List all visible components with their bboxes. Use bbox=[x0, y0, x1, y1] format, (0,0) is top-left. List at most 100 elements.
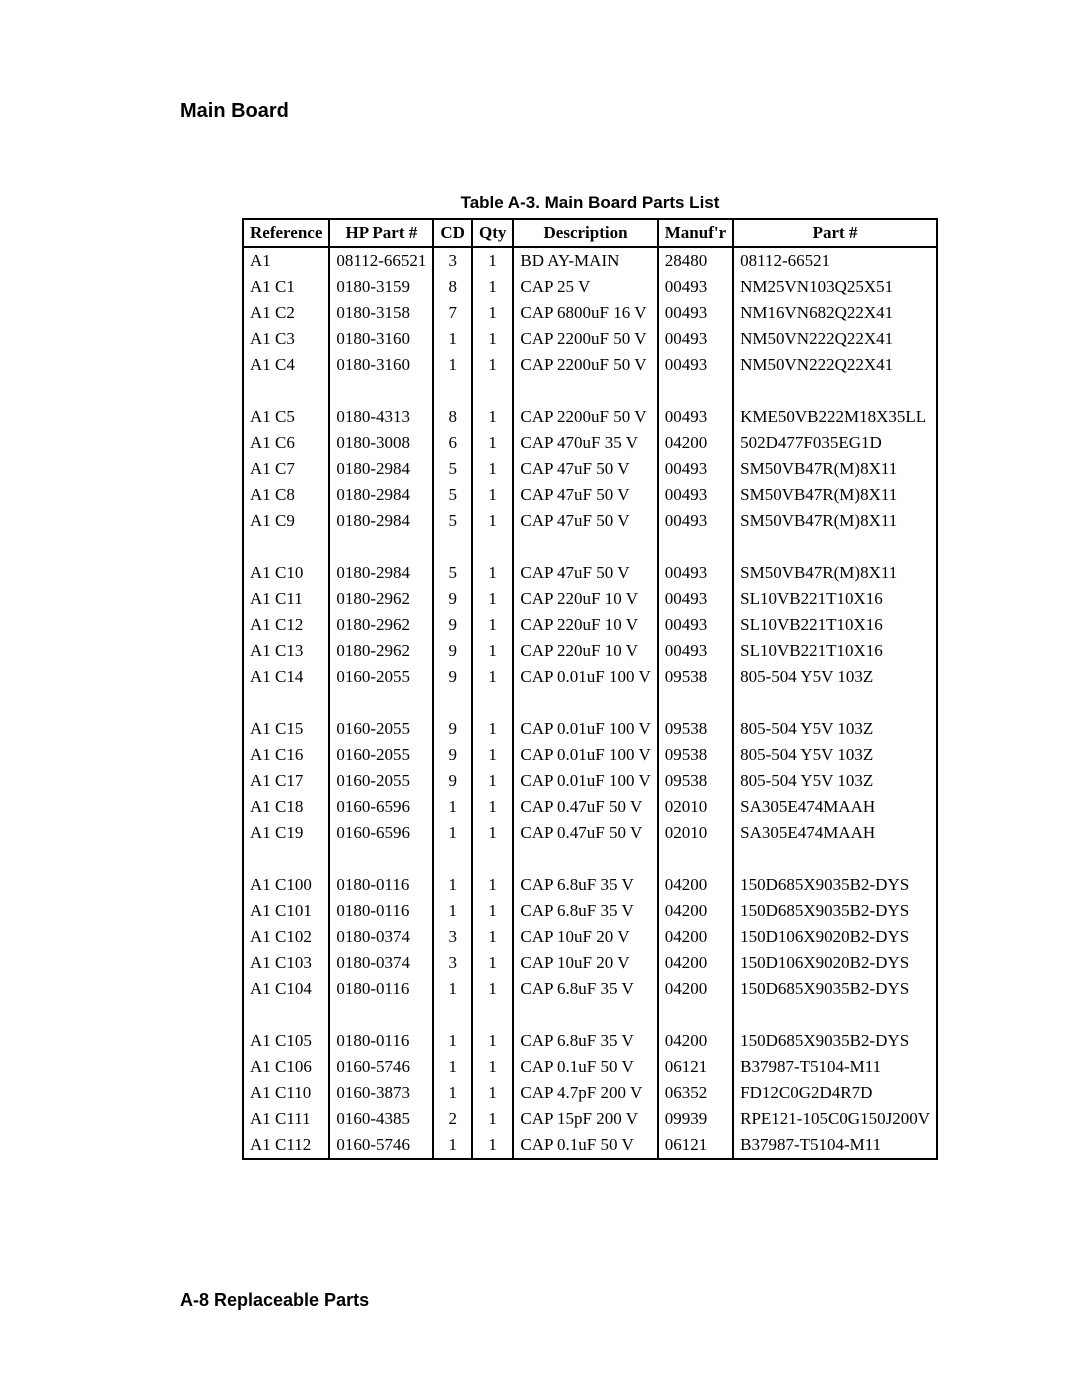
table-cell: 1 bbox=[433, 872, 472, 898]
table-cell: 1 bbox=[472, 247, 513, 274]
table-cell: 0180-3160 bbox=[329, 352, 433, 378]
table-cell: 1 bbox=[433, 976, 472, 1002]
table-cell: CAP 47uF 50 V bbox=[513, 456, 657, 482]
table-row: A1 C70180-298451CAP 47uF 50 V00493SM50VB… bbox=[243, 456, 937, 482]
table-cell: 9 bbox=[433, 716, 472, 742]
table-cell: 04200 bbox=[658, 898, 733, 924]
column-header: Part # bbox=[733, 219, 937, 247]
spacer-cell bbox=[329, 1002, 433, 1028]
table-spacer-row bbox=[243, 534, 937, 560]
table-cell: 00493 bbox=[658, 326, 733, 352]
table-row: A1 C170160-205591CAP 0.01uF 100 V0953880… bbox=[243, 768, 937, 794]
table-header-row: ReferenceHP Part #CDQtyDescriptionManuf'… bbox=[243, 219, 937, 247]
table-cell: A1 C7 bbox=[243, 456, 329, 482]
table-cell: 1 bbox=[472, 742, 513, 768]
spacer-cell bbox=[433, 378, 472, 404]
table-cell: 0180-2984 bbox=[329, 456, 433, 482]
table-cell: CAP 0.01uF 100 V bbox=[513, 664, 657, 690]
table-cell: A1 C2 bbox=[243, 300, 329, 326]
table-cell: 5 bbox=[433, 456, 472, 482]
table-cell: 1 bbox=[472, 1054, 513, 1080]
column-header: Qty bbox=[472, 219, 513, 247]
table-cell: 1 bbox=[472, 560, 513, 586]
table-cell: NM50VN222Q22X41 bbox=[733, 326, 937, 352]
spacer-cell bbox=[243, 846, 329, 872]
table-cell: A1 C18 bbox=[243, 794, 329, 820]
table-cell: 09538 bbox=[658, 716, 733, 742]
table-cell: 0160-5746 bbox=[329, 1054, 433, 1080]
spacer-cell bbox=[472, 690, 513, 716]
table-cell: CAP 220uF 10 V bbox=[513, 612, 657, 638]
table-cell: 1 bbox=[472, 300, 513, 326]
table-cell: 1 bbox=[472, 586, 513, 612]
spacer-cell bbox=[733, 1002, 937, 1028]
spacer-cell bbox=[733, 378, 937, 404]
table-cell: 1 bbox=[472, 716, 513, 742]
table-cell: CAP 2200uF 50 V bbox=[513, 404, 657, 430]
table-cell: 04200 bbox=[658, 950, 733, 976]
table-cell: SA305E474MAAH bbox=[733, 820, 937, 846]
table-cell: 1 bbox=[472, 1080, 513, 1106]
table-cell: CAP 0.47uF 50 V bbox=[513, 820, 657, 846]
spacer-cell bbox=[513, 378, 657, 404]
table-row: A1 C20180-315871CAP 6800uF 16 V00493NM16… bbox=[243, 300, 937, 326]
table-cell: 6 bbox=[433, 430, 472, 456]
table-cell: 08112-66521 bbox=[733, 247, 937, 274]
table-cell: A1 C104 bbox=[243, 976, 329, 1002]
table-cell: CAP 0.01uF 100 V bbox=[513, 768, 657, 794]
column-header: HP Part # bbox=[329, 219, 433, 247]
table-cell: CAP 470uF 35 V bbox=[513, 430, 657, 456]
table-cell: 2 bbox=[433, 1106, 472, 1132]
table-cell: 1 bbox=[472, 1106, 513, 1132]
table-cell: 0180-2984 bbox=[329, 482, 433, 508]
table-cell: 1 bbox=[472, 456, 513, 482]
table-cell: 0180-0374 bbox=[329, 950, 433, 976]
table-cell: A1 C16 bbox=[243, 742, 329, 768]
table-cell: 805-504 Y5V 103Z bbox=[733, 716, 937, 742]
table-cell: SM50VB47R(M)8X11 bbox=[733, 560, 937, 586]
table-cell: A1 C17 bbox=[243, 768, 329, 794]
table-cell: 1 bbox=[472, 794, 513, 820]
table-cell: A1 C103 bbox=[243, 950, 329, 976]
table-cell: 1 bbox=[472, 1028, 513, 1054]
table-cell: NM50VN222Q22X41 bbox=[733, 352, 937, 378]
table-cell: A1 C102 bbox=[243, 924, 329, 950]
table-cell: A1 C1 bbox=[243, 274, 329, 300]
spacer-cell bbox=[733, 534, 937, 560]
table-row: A1 C1030180-037431CAP 10uF 20 V04200150D… bbox=[243, 950, 937, 976]
table-cell: 0160-4385 bbox=[329, 1106, 433, 1132]
table-cell: A1 C110 bbox=[243, 1080, 329, 1106]
table-row: A1 C160160-205591CAP 0.01uF 100 V0953880… bbox=[243, 742, 937, 768]
table-cell: 06352 bbox=[658, 1080, 733, 1106]
table-cell: 00493 bbox=[658, 404, 733, 430]
table-cell: 0180-0116 bbox=[329, 872, 433, 898]
table-cell: CAP 4.7pF 200 V bbox=[513, 1080, 657, 1106]
table-cell: 00493 bbox=[658, 274, 733, 300]
table-cell: 0180-2962 bbox=[329, 612, 433, 638]
table-cell: 8 bbox=[433, 274, 472, 300]
table-cell: B37987-T5104-M11 bbox=[733, 1054, 937, 1080]
table-cell: 00493 bbox=[658, 482, 733, 508]
table-row: A1 C1100160-387311CAP 4.7pF 200 V06352FD… bbox=[243, 1080, 937, 1106]
table-cell: CAP 25 V bbox=[513, 274, 657, 300]
table-cell: 09939 bbox=[658, 1106, 733, 1132]
table-cell: 9 bbox=[433, 664, 472, 690]
table-cell: 0180-0116 bbox=[329, 1028, 433, 1054]
table-row: A1 C1010180-011611CAP 6.8uF 35 V04200150… bbox=[243, 898, 937, 924]
table-cell: A1 C8 bbox=[243, 482, 329, 508]
table-cell: SA305E474MAAH bbox=[733, 794, 937, 820]
table-cell: 150D106X9020B2-DYS bbox=[733, 950, 937, 976]
table-cell: 1 bbox=[472, 482, 513, 508]
table-cell: 09538 bbox=[658, 742, 733, 768]
spacer-cell bbox=[329, 534, 433, 560]
spacer-cell bbox=[329, 378, 433, 404]
table-cell: 8 bbox=[433, 404, 472, 430]
table-cell: 9 bbox=[433, 742, 472, 768]
spacer-cell bbox=[513, 1002, 657, 1028]
table-cell: 1 bbox=[433, 326, 472, 352]
table-cell: 1 bbox=[433, 1080, 472, 1106]
table-cell: SM50VB47R(M)8X11 bbox=[733, 456, 937, 482]
table-cell: 3 bbox=[433, 950, 472, 976]
spacer-cell bbox=[433, 1002, 472, 1028]
spacer-cell bbox=[658, 690, 733, 716]
